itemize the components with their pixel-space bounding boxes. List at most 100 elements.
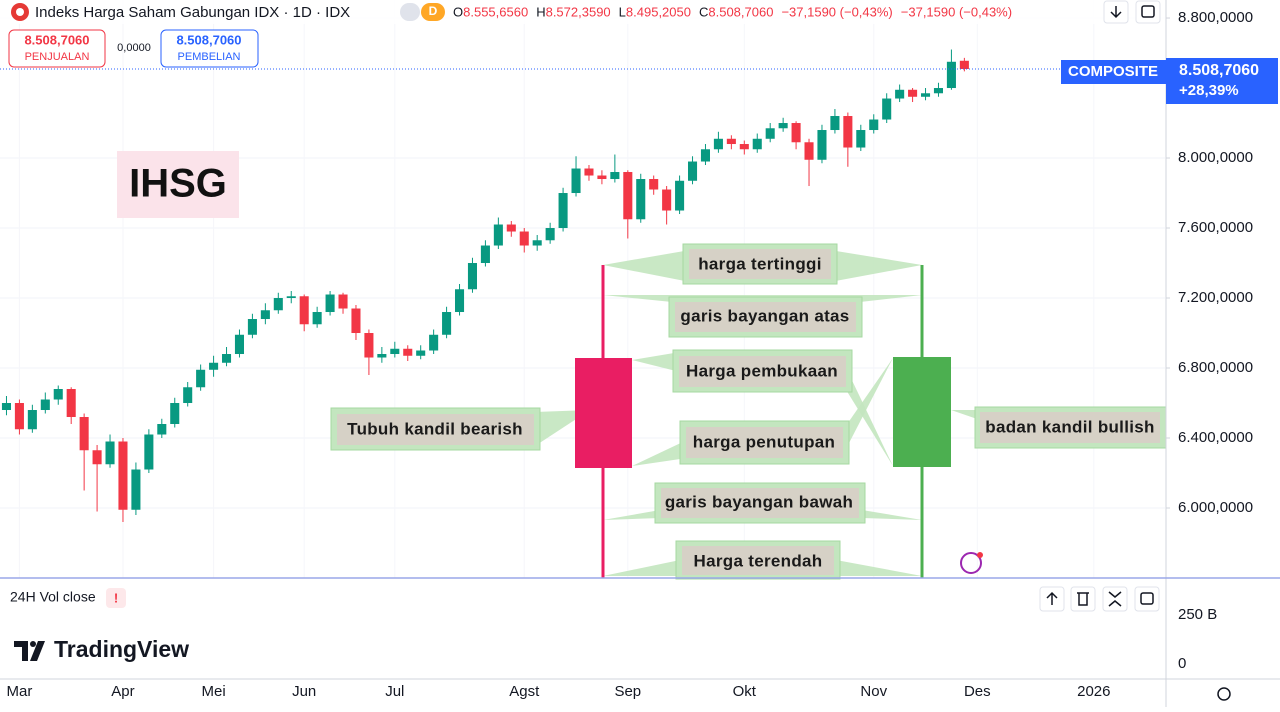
candle-body	[610, 172, 620, 180]
volume-tick: 0	[1178, 655, 1186, 672]
candle-body	[895, 89, 905, 99]
buy-button[interactable]	[160, 29, 259, 68]
pane-controls	[1039, 586, 1160, 612]
icon	[1108, 591, 1122, 607]
candle-body	[830, 116, 840, 131]
y-tick-label: 7.200,0000	[1178, 289, 1253, 306]
candle-body	[377, 354, 387, 358]
delete-button[interactable]	[1070, 586, 1096, 612]
candle-body	[364, 333, 374, 358]
candle-body	[221, 354, 232, 363]
ohlc-value: 8.555,6560	[463, 4, 528, 19]
candle-body	[157, 424, 167, 435]
header-bg	[0, 0, 1165, 24]
alert-bg[interactable]	[106, 588, 126, 608]
badge-bg	[400, 3, 420, 21]
candle-body	[908, 89, 918, 97]
label-box	[337, 414, 534, 445]
icon	[1077, 592, 1089, 606]
candle-body	[713, 138, 723, 150]
ohlc-value: 8.508,7060	[708, 4, 773, 19]
candle-body	[467, 263, 478, 290]
pointer	[862, 510, 922, 520]
pointer	[632, 352, 680, 372]
annotation: Harga pembukaan	[686, 361, 838, 380]
y-tick-label: 7.600,0000	[1178, 219, 1253, 236]
ohlc-key: C	[699, 4, 708, 19]
icon	[1140, 592, 1154, 605]
candle-body	[843, 116, 853, 148]
x-tick-label: Mar	[6, 683, 32, 700]
buy-label: PEMBELIAN	[178, 51, 241, 63]
x-tick-label: Nov	[860, 683, 887, 700]
candle-body	[675, 180, 685, 211]
brand-logo-dot	[30, 641, 36, 647]
bull-body	[893, 357, 951, 467]
pointer	[830, 250, 922, 282]
maximize-button[interactable]	[1134, 586, 1160, 612]
candle-body	[636, 179, 646, 220]
label-box	[980, 412, 1160, 443]
annotation: garis bayangan atas	[680, 306, 849, 325]
candle-body	[53, 389, 63, 400]
x-axis: Mar Apr Mei Jun Jul Agst Sep Okt Nov Des 2026	[6, 683, 1110, 700]
pointer	[603, 250, 690, 282]
candle-body	[752, 138, 762, 150]
ohlc-value: 8.495,2050	[626, 4, 691, 19]
x-tick-label: Apr	[111, 683, 134, 700]
annotation: badan kandil bullish	[985, 417, 1154, 436]
candle-body	[92, 450, 102, 465]
candle-body	[532, 240, 542, 246]
candle-body	[920, 93, 931, 97]
candle-body	[545, 228, 555, 241]
candle-body	[286, 296, 296, 299]
x-tick-label: Jul	[385, 683, 404, 700]
fullscreen-button[interactable]	[1135, 0, 1161, 24]
ohlc-value: −37,1590 (−0,43%)	[901, 4, 1012, 19]
candle-body	[687, 161, 698, 181]
candle-body	[480, 245, 490, 264]
y-tick-label: 6.800,0000	[1178, 359, 1253, 376]
volume-title: 24H Vol close	[10, 589, 96, 605]
logo-inner	[16, 8, 24, 16]
candle-body	[131, 469, 141, 510]
candle-body	[700, 149, 711, 162]
settings-button[interactable]	[1217, 687, 1231, 701]
collapse-button[interactable]	[1102, 586, 1128, 612]
candle-body	[79, 417, 89, 451]
volume-tick: 250 B	[1178, 606, 1217, 623]
candle-body	[1, 403, 12, 411]
candle-body	[144, 434, 154, 470]
label-box	[661, 488, 859, 518]
icon	[1141, 5, 1155, 18]
candle-body	[170, 403, 180, 425]
ohlc-key: L	[619, 4, 626, 19]
pointer	[603, 510, 660, 520]
label-box	[679, 356, 846, 387]
ohlc-info: O 8.555,6560 H 8.572,3590 L 8.495,2050 C 8.508,…	[453, 4, 1012, 19]
candle-body	[869, 119, 879, 131]
y-tick-label: 8.800,0000	[1178, 9, 1253, 26]
candle-body	[623, 172, 633, 220]
ohlc-key: O	[453, 4, 463, 19]
candle-body	[506, 224, 516, 232]
brand-logo	[14, 641, 45, 661]
annotation: Tubuh kandil bearish	[347, 419, 523, 438]
candle-body	[558, 193, 568, 229]
candle-body	[234, 334, 245, 355]
sell-label: PENJUALAN	[25, 51, 90, 63]
alert-dot	[977, 552, 983, 558]
candle-body	[338, 294, 348, 309]
candle-body	[856, 130, 866, 148]
icon	[1110, 6, 1122, 19]
candle-body	[416, 350, 426, 356]
pointer	[836, 560, 922, 576]
candle-body	[312, 312, 322, 325]
interval-badge: D	[429, 4, 438, 18]
price-change: +28,39%	[1179, 82, 1239, 99]
lightning-icon[interactable]	[960, 552, 982, 574]
candle-body	[247, 319, 257, 335]
symbol-tag-bg	[1061, 60, 1166, 84]
sell-button[interactable]	[8, 29, 106, 68]
label-box	[682, 546, 834, 575]
